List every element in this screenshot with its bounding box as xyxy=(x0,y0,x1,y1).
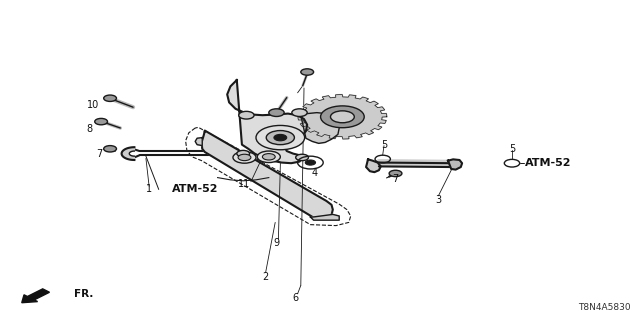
Circle shape xyxy=(269,109,284,116)
Circle shape xyxy=(262,154,275,160)
Circle shape xyxy=(305,160,316,165)
Text: 9: 9 xyxy=(273,238,280,248)
Text: T8N4A5830: T8N4A5830 xyxy=(578,303,630,312)
Circle shape xyxy=(330,111,355,123)
Circle shape xyxy=(301,69,314,75)
Circle shape xyxy=(104,146,116,152)
Circle shape xyxy=(256,125,305,150)
Text: 8: 8 xyxy=(86,124,93,134)
Polygon shape xyxy=(448,159,462,170)
Text: 6: 6 xyxy=(292,293,299,303)
Circle shape xyxy=(389,170,402,177)
Text: 7: 7 xyxy=(392,174,399,184)
Polygon shape xyxy=(298,95,387,139)
Circle shape xyxy=(321,106,364,128)
Circle shape xyxy=(296,154,308,161)
Circle shape xyxy=(292,109,307,116)
Circle shape xyxy=(238,154,251,161)
Polygon shape xyxy=(195,138,202,146)
Polygon shape xyxy=(202,131,333,218)
Polygon shape xyxy=(122,147,134,160)
Text: 5: 5 xyxy=(381,140,387,150)
Text: 2: 2 xyxy=(262,272,269,282)
Text: ATM-52: ATM-52 xyxy=(172,184,218,195)
Text: FR.: FR. xyxy=(74,289,93,300)
Polygon shape xyxy=(366,159,381,172)
Text: ATM-52: ATM-52 xyxy=(525,158,572,168)
Text: 7: 7 xyxy=(96,149,102,159)
Circle shape xyxy=(233,152,256,163)
Circle shape xyxy=(237,150,250,157)
Polygon shape xyxy=(301,113,339,143)
FancyArrow shape xyxy=(22,289,49,303)
Circle shape xyxy=(257,151,280,163)
Circle shape xyxy=(274,134,287,141)
Text: 10: 10 xyxy=(86,100,99,110)
Text: 3: 3 xyxy=(435,195,442,205)
Circle shape xyxy=(95,118,108,125)
Circle shape xyxy=(266,131,294,145)
Text: 5: 5 xyxy=(509,144,515,154)
Text: 11: 11 xyxy=(238,179,251,189)
Polygon shape xyxy=(227,80,307,163)
Text: 1: 1 xyxy=(146,184,152,195)
Polygon shape xyxy=(310,214,339,220)
Circle shape xyxy=(239,111,254,119)
Circle shape xyxy=(104,95,116,101)
Text: 4: 4 xyxy=(312,168,318,179)
